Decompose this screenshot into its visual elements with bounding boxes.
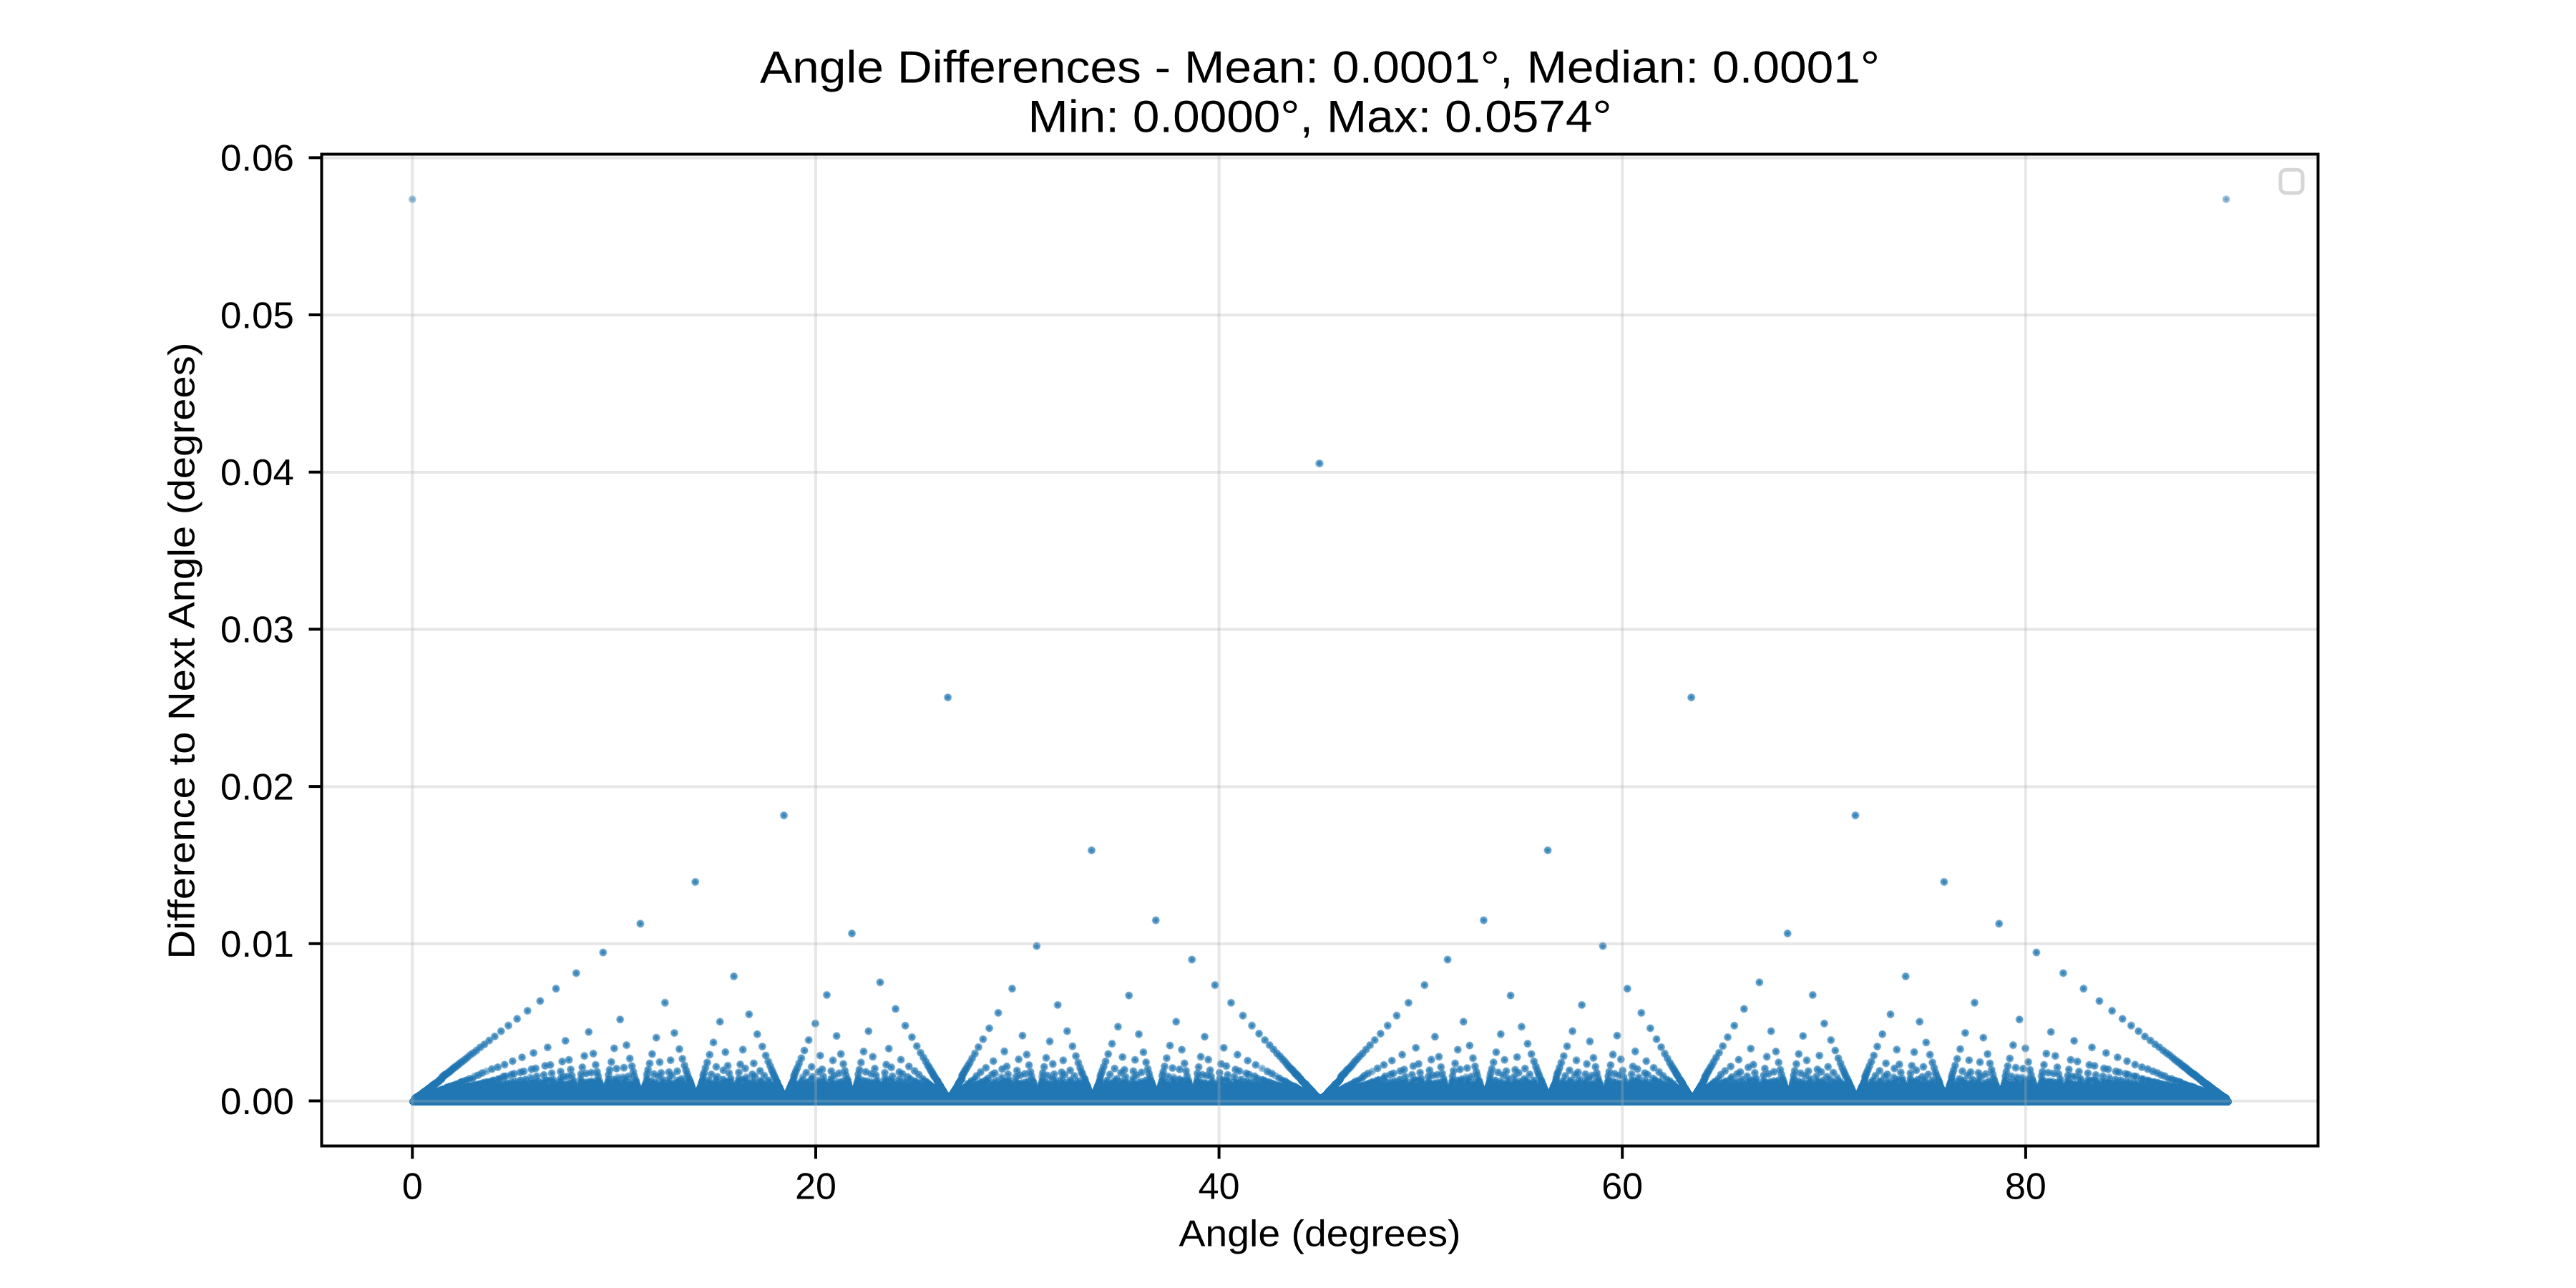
svg-text:0.06: 0.06 — [220, 138, 294, 180]
svg-text:0.00: 0.00 — [220, 1081, 294, 1123]
svg-text:0.03: 0.03 — [220, 610, 294, 651]
svg-text:Min: 0.0000°, Max: 0.0574°: Min: 0.0000°, Max: 0.0574° — [1028, 92, 1612, 142]
svg-text:0: 0 — [402, 1166, 423, 1208]
svg-text:80: 80 — [2005, 1166, 2046, 1208]
svg-text:0.04: 0.04 — [220, 452, 294, 494]
svg-text:40: 40 — [1199, 1166, 1240, 1208]
svg-text:0.01: 0.01 — [220, 924, 294, 965]
svg-text:20: 20 — [795, 1166, 836, 1208]
svg-text:60: 60 — [1601, 1166, 1643, 1208]
svg-text:0.05: 0.05 — [220, 295, 294, 336]
svg-text:Difference to Next Angle (degr: Difference to Next Angle (degrees) — [162, 343, 203, 960]
svg-text:Angle (degrees): Angle (degrees) — [1179, 1214, 1461, 1255]
svg-text:Angle Differences - Mean: 0.00: Angle Differences - Mean: 0.0001°, Media… — [760, 43, 1880, 93]
svg-text:0.02: 0.02 — [220, 766, 294, 808]
